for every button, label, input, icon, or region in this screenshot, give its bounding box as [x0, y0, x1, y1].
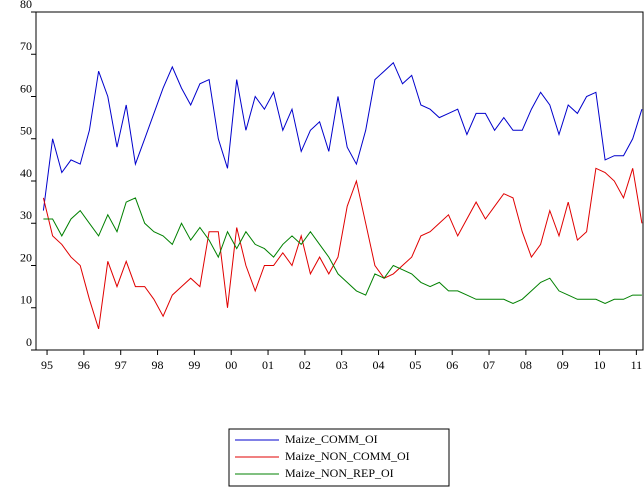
x-tick-label: 03 — [336, 358, 348, 372]
series-line — [43, 197, 642, 305]
x-tick-label: 06 — [446, 358, 458, 372]
y-tick-label: 30 — [20, 208, 32, 222]
x-tick-label: 05 — [409, 358, 421, 372]
y-tick-label: 70 — [20, 39, 32, 53]
x-tick-label: 98 — [152, 358, 164, 372]
series-line — [42, 167, 643, 330]
y-tick-label: 50 — [20, 124, 32, 138]
x-tick-label: 01 — [262, 358, 274, 372]
y-tick-label: 10 — [20, 293, 32, 307]
x-tick-label: 08 — [520, 358, 532, 372]
x-tick-label: 96 — [78, 358, 90, 372]
y-tick-label: 80 — [20, 0, 32, 11]
x-tick-label: 10 — [594, 358, 606, 372]
y-tick-label: 40 — [20, 166, 32, 180]
legend-label: Maize_NON_COMM_OI — [285, 449, 410, 463]
x-tick-label: 02 — [299, 358, 311, 372]
y-tick-label: 20 — [20, 250, 32, 264]
x-tick-label: 95 — [41, 358, 53, 372]
legend-label: Maize_NON_REP_OI — [285, 466, 394, 480]
plot-frame — [35, 11, 644, 351]
x-tick-label: 04 — [373, 358, 385, 372]
series-line — [42, 61, 643, 211]
x-tick-label: 07 — [483, 358, 495, 372]
legend-label: Maize_COMM_OI — [285, 432, 378, 446]
x-tick-label: 11 — [631, 358, 643, 372]
x-tick-label: 00 — [225, 358, 237, 372]
y-tick-label: 0 — [26, 335, 32, 349]
x-tick-label: 97 — [115, 358, 127, 372]
y-tick-label: 60 — [20, 81, 32, 95]
x-tick-label: 99 — [188, 358, 200, 372]
x-tick-label: 09 — [557, 358, 569, 372]
